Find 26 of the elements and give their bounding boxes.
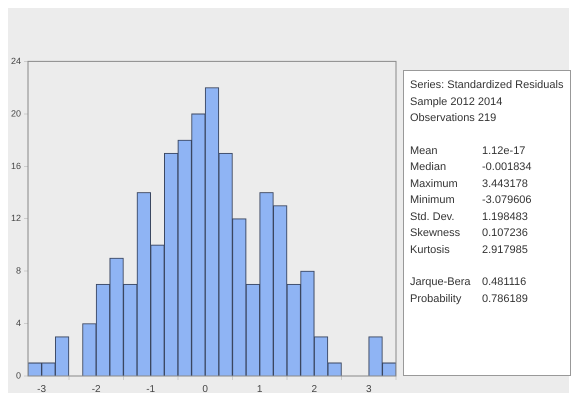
y-tick-label: 24 — [10, 56, 22, 66]
text: Kurtosis 2.917985 — [410, 244, 528, 256]
text: Maximum 3.443178 — [410, 178, 528, 190]
x-tick-label: 3 — [366, 384, 372, 395]
y-tick-label: 0 — [16, 370, 22, 380]
y-tick-label: 20 — [10, 108, 22, 118]
x-tick-label: 2 — [311, 384, 318, 395]
y-tick-label: 8 — [16, 266, 22, 276]
x-tick-label: -1 — [146, 384, 156, 395]
text: Std. Dev. 1.198483 — [410, 210, 528, 222]
text: Skewness 0.107236 — [410, 227, 528, 239]
x-tick-label: -3 — [37, 384, 47, 395]
y-tick-label: 16 — [10, 160, 22, 171]
text: Series: Standardized Residuals — [410, 78, 564, 93]
x-tick-label: 0 — [202, 384, 208, 395]
text: Mean 1.12e-17 — [410, 144, 526, 156]
text: Median -0.001834 — [410, 161, 532, 173]
text: Probability 0.786189 — [410, 292, 528, 304]
text: Sample 2012 2014 — [410, 94, 504, 110]
y-tick-label: 4 — [16, 318, 22, 328]
y-tick-label: 12 — [10, 213, 22, 224]
text: Minimum -3.079606 — [410, 194, 532, 206]
text: Jarque-Bera 0.481116 — [410, 275, 526, 290]
x-tick-label: -2 — [92, 384, 102, 395]
text: Observations 219 — [410, 111, 498, 126]
x-tick-label: 1 — [256, 384, 263, 395]
